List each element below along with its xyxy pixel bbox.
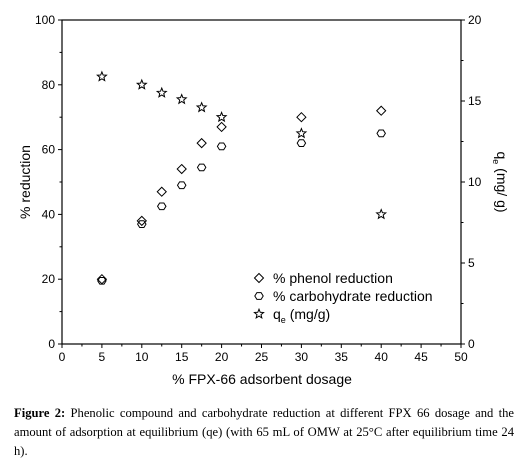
series-2-point <box>97 276 107 285</box>
series-3-point <box>375 208 388 220</box>
legend-label-2: % carbohydrate reduction <box>273 288 433 304</box>
series-2-point <box>156 202 167 211</box>
legend-marker-3 <box>253 307 265 319</box>
y2-axis-title: qe (mg/ g) <box>491 151 510 212</box>
caption-label: Figure 2: <box>14 406 66 420</box>
legend-marker-1 <box>253 272 265 284</box>
x-tick-label: 10 <box>135 350 149 364</box>
series-2-point <box>216 142 227 151</box>
series-2-point <box>376 129 386 138</box>
series-1-point <box>136 215 148 227</box>
series-2-point <box>176 181 187 190</box>
series-3-point <box>175 93 188 105</box>
series-1-point <box>176 163 187 175</box>
series-3-point <box>215 111 228 123</box>
x-tick-label: 40 <box>375 350 389 364</box>
x-tick-label: 35 <box>335 350 349 364</box>
legend-label-sub: e <box>281 315 286 325</box>
x-tick-label: 15 <box>175 350 189 364</box>
y2-tick-label: 0 <box>468 337 475 351</box>
scatter-chart: 0 5 10 15 20 25 30 35 40 45 5002040608010005101520… <box>17 13 510 387</box>
y2-tick-label: 5 <box>468 256 475 270</box>
x-tick-label: 20 <box>215 350 229 364</box>
y-tick-label: 100 <box>35 13 55 27</box>
legend-label-3: qe (mg/g) <box>273 306 330 325</box>
legend-label-rest: (mg/g) <box>286 306 330 322</box>
x-tick-label: 0 <box>59 350 66 364</box>
x-tick-label: 25 <box>255 350 269 364</box>
legend-label-main: % carbohydrate reduction <box>273 288 433 304</box>
series-3-point <box>155 86 168 98</box>
y2-axis-title-main: q <box>494 151 510 159</box>
y-tick-label: 20 <box>42 272 56 286</box>
series-1-point <box>196 137 207 149</box>
series-2-point <box>137 220 147 228</box>
x-tick-label: 50 <box>454 350 468 364</box>
y2-tick-label: 10 <box>468 175 482 189</box>
caption-text: Phenolic compound and carbohydrate reduc… <box>14 406 514 458</box>
legend: % phenol reduction % carbohydrate reducti… <box>253 270 433 325</box>
series-3-point <box>96 70 108 82</box>
x-tick-label: 5 <box>99 350 106 364</box>
series-3-point <box>295 127 308 139</box>
y-tick-label: 60 <box>42 143 56 157</box>
series-2-point <box>196 163 207 172</box>
y-axis-title: % reduction <box>17 145 33 219</box>
series-3-point <box>195 101 208 113</box>
series-1-point <box>156 186 167 197</box>
legend-label-1: % phenol reduction <box>273 270 393 286</box>
y-tick-label: 80 <box>42 78 56 92</box>
series-1-point <box>375 105 387 116</box>
figure-caption: Figure 2: Phenolic compound and carbohyd… <box>14 404 514 461</box>
y2-axis-title-rest: (mg/ g) <box>494 164 510 212</box>
x-tick-label: 30 <box>295 350 309 364</box>
legend-label-main: q <box>273 306 281 322</box>
legend-marker-2 <box>254 292 264 300</box>
y-tick-label: 0 <box>48 337 55 351</box>
x-tick-label: 45 <box>414 350 428 364</box>
y-tick-label: 40 <box>42 207 56 221</box>
x-axis-title: % FPX-66 adsorbent dosage <box>172 371 352 387</box>
y2-tick-label: 20 <box>468 13 482 27</box>
series-2-point <box>296 139 307 147</box>
data-marks <box>96 70 388 285</box>
series-3-point <box>135 78 148 90</box>
y2-axis-title-sub: e <box>491 159 501 164</box>
y2-tick-label: 15 <box>468 94 482 108</box>
series-1-point <box>216 121 227 133</box>
legend-label-main: % phenol reduction <box>273 270 393 286</box>
series-1-point <box>296 111 307 123</box>
